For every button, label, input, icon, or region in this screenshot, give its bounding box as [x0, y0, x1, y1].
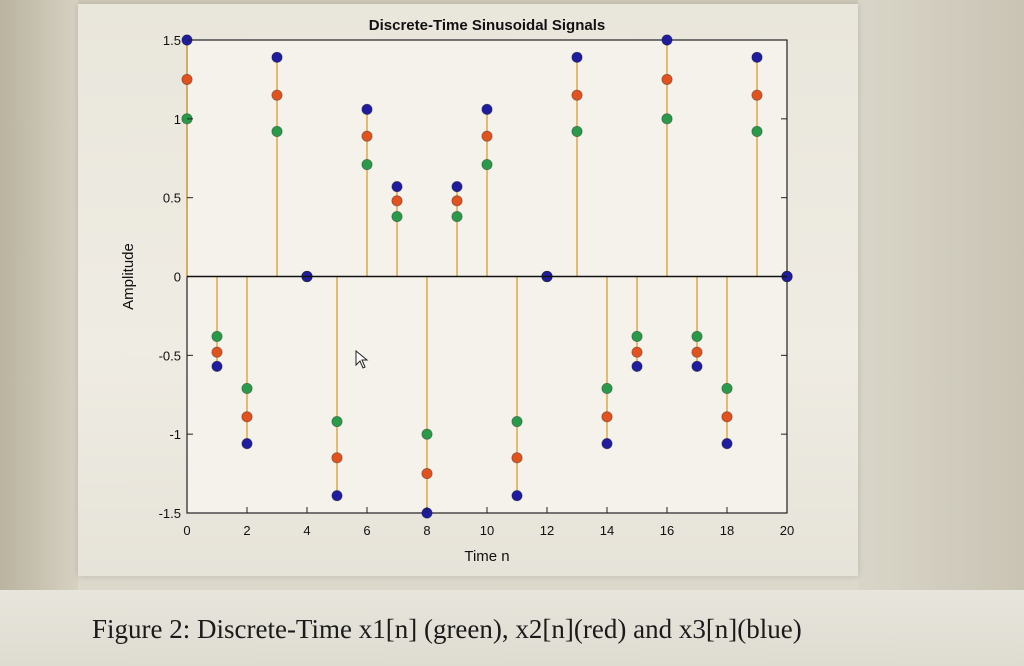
x-axis-label: Time n: [464, 548, 509, 565]
stem-point-series-2: [601, 411, 613, 423]
stem-point-series-2: [571, 89, 583, 101]
stem-point-series-1: [451, 210, 463, 223]
stem-point-series-2: [691, 346, 703, 358]
y-axis-ticks: -1.5 -1 -0.5 0 0.5 1 1.5: [159, 33, 787, 521]
stem-point-series-3: [391, 181, 403, 193]
x-tick-label: 8: [423, 523, 430, 538]
stem-point-series-1: [571, 125, 583, 138]
chart-title: Discrete-Time Sinusoidal Signals: [369, 17, 605, 34]
stem-point-series-1: [211, 330, 223, 343]
x-tick-label: 10: [480, 523, 494, 538]
stem-point-series-1: [631, 330, 643, 343]
stem-point-series-2: [481, 130, 493, 142]
y-tick-label: 1: [174, 112, 181, 127]
x-tick-label: 16: [660, 523, 674, 538]
x-tick-label: 2: [243, 523, 250, 538]
figure-caption: Figure 2: Discrete-Time x1[n] (green), x…: [92, 614, 802, 644]
stem-point-series-1: [421, 428, 433, 440]
x-tick-label: 4: [303, 523, 310, 538]
stem-point-series-3: [571, 51, 583, 63]
stem-point-series-2: [181, 73, 193, 86]
stem-point-series-3: [661, 34, 673, 46]
stem-point-series-1: [271, 125, 283, 138]
y-tick-label: -0.5: [159, 348, 181, 363]
stem-point-series-3: [331, 490, 343, 502]
stem-point-series-3: [511, 490, 523, 502]
monitor-bezel-right: [858, 0, 1024, 600]
stem-point-series-1: [481, 158, 493, 171]
stem-point-series-3: [451, 181, 463, 193]
stem-point-series-1: [691, 330, 703, 343]
x-tick-label: 14: [600, 523, 614, 538]
stem-point-series-2: [451, 195, 463, 207]
stem-point-series-3: [271, 51, 283, 63]
stem-point-series-3: [361, 103, 373, 115]
stem-point-series-3: [691, 360, 703, 372]
stem-point-series-3: [241, 438, 253, 450]
document-area: [0, 590, 1024, 666]
stem-point-series-1: [751, 125, 763, 138]
y-axis-label: Amplitude: [120, 243, 137, 310]
stem-point-series-1: [511, 415, 523, 428]
stem-point-series-1: [721, 382, 733, 395]
stem-point-series-1: [361, 158, 373, 171]
x-tick-label: 20: [780, 523, 794, 538]
stem-point-series-2: [421, 467, 433, 480]
stem-point-series-2: [391, 195, 403, 207]
stem-point-series-3: [631, 360, 643, 372]
stem-point-series-2: [511, 452, 523, 464]
stem-point-series-1: [391, 210, 403, 223]
x-tick-label: 0: [183, 523, 190, 538]
stem-point-series-3: [751, 51, 763, 63]
stem-point-series-2: [241, 411, 253, 423]
x-tick-label: 6: [363, 523, 370, 538]
stem-point-series-2: [361, 130, 373, 142]
y-tick-label: 1.5: [163, 33, 181, 48]
stem-point-series-2: [271, 89, 283, 101]
stem-point-series-3: [211, 360, 223, 372]
stem-point-series-2: [751, 89, 763, 101]
stem-point-series-3: [601, 438, 613, 450]
stem-point-series-1: [601, 382, 613, 395]
stem-point-series-2: [661, 73, 673, 86]
x-axis-ticks: 0 2 4 6 8 10 12 14 16 18 20: [183, 507, 794, 538]
stem-chart: Discrete-Time Sinusoidal Signals 0 2 4 6 8 10…: [120, 17, 794, 565]
monitor-bezel-left: [0, 0, 78, 600]
x-tick-label: 18: [720, 523, 734, 538]
y-tick-label: -1: [169, 427, 181, 442]
stem-point-series-3: [481, 103, 493, 115]
stem-point-series-2: [721, 411, 733, 423]
mouse-pointer-icon: [355, 350, 369, 369]
stem-point-series-3: [721, 438, 733, 450]
stem-point-series-1: [661, 113, 673, 125]
y-tick-label: -1.5: [159, 506, 181, 521]
x-tick-label: 12: [540, 523, 554, 538]
stem-point-series-1: [241, 382, 253, 395]
stem-point-series-2: [631, 346, 643, 358]
stem-point-series-2: [331, 452, 343, 464]
y-tick-label: 0.5: [163, 191, 181, 206]
y-tick-label: 0: [174, 270, 181, 285]
stem-point-series-1: [331, 415, 343, 428]
stem-point-series-2: [211, 346, 223, 358]
